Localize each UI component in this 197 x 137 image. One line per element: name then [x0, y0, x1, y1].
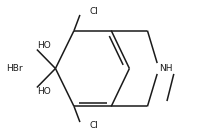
Text: NH: NH	[159, 64, 173, 73]
Text: HBr: HBr	[6, 64, 23, 73]
Text: HO: HO	[37, 41, 51, 50]
Text: Cl: Cl	[89, 121, 98, 130]
Text: HO: HO	[37, 87, 51, 96]
Text: Cl: Cl	[89, 7, 98, 16]
